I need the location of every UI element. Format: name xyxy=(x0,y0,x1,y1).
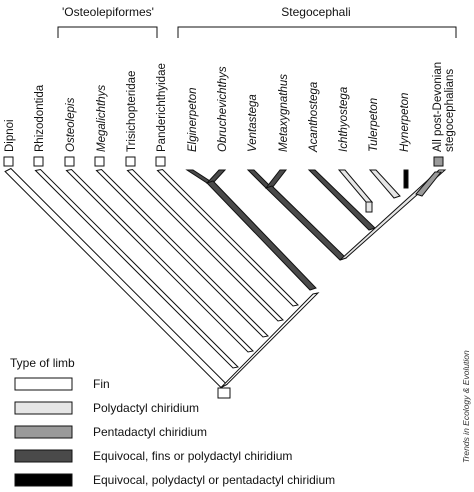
taxon-label-obruchevichthys: Obruchevichthys xyxy=(217,66,229,152)
taxon-label-post-devonian-2: stegocephalians xyxy=(444,69,456,152)
branch-hynerpeton xyxy=(403,169,409,189)
branches-fin xyxy=(4,167,320,399)
legend: Type of limb Fin Polydactyl chiridium Pe… xyxy=(10,356,335,487)
taxon-label-elginerpeton: Elginerpeton xyxy=(187,87,199,152)
branch-obruchevichthys xyxy=(205,169,227,184)
taxon-labels: Dipnoi Rhizodontida Osteolepis Megalicht… xyxy=(4,62,456,153)
legend-label-pentadactyl: Pentadactyl chiridium xyxy=(93,425,207,439)
osteolepiformes-bracket xyxy=(57,26,158,38)
taxon-label-ichthyostega: Ichthyostega xyxy=(338,87,350,152)
legend-swatch-equivocal-fins-poly xyxy=(14,449,73,463)
branches-pentadactyl xyxy=(415,171,443,197)
legend-label-fin: Fin xyxy=(93,377,110,391)
osteolepiformes-label: 'Osteolepiformes' xyxy=(62,5,154,19)
branches-equivocal-poly-penta xyxy=(403,169,409,189)
terminal-box-trisichopteridae xyxy=(125,156,136,167)
branch-panderichthyidae xyxy=(156,168,300,307)
tree xyxy=(4,167,447,399)
taxon-label-tulerpeton: Tulerpeton xyxy=(368,98,380,152)
terminal-box-rhizodontida xyxy=(33,156,44,167)
terminal-box-post-devonian xyxy=(433,156,444,167)
legend-title: Type of limb xyxy=(10,356,75,370)
branch-megalichthys xyxy=(95,168,270,338)
legend-label-equivocal-poly-penta: Equivocal, polydactyl or pentadactyl chi… xyxy=(93,473,335,487)
legend-swatch-equivocal-poly-penta xyxy=(14,473,73,487)
journal-credit: Trends in Ecology & Evolution xyxy=(461,350,471,463)
taxon-label-osteolepis: Osteolepis xyxy=(65,97,77,152)
taxon-label-ventastega: Ventastega xyxy=(247,94,259,152)
terminal-box-megalichthys xyxy=(94,156,105,167)
branches-equivocal-fins-poly xyxy=(185,169,376,291)
branch-osteolepis xyxy=(65,168,255,353)
terminal-boxes xyxy=(3,156,444,167)
stegocephali-label: Stegocephali xyxy=(281,5,350,19)
taxon-label-hynerpeton: Hynerpeton xyxy=(399,93,411,152)
legend-swatch-fin xyxy=(14,377,73,391)
taxon-label-post-devonian-1: All post-Devonian xyxy=(432,62,444,152)
branch-elgin-obru-stem xyxy=(206,180,317,291)
branch-rhizodontida xyxy=(34,168,240,369)
branch-root xyxy=(217,387,231,399)
legend-swatch-polydactyl xyxy=(14,401,73,415)
branch-ichthyostega xyxy=(337,169,374,203)
stegocephali-bracket xyxy=(177,26,457,38)
taxon-label-metaxygnathus: Metaxygnathus xyxy=(278,74,290,152)
branch-stem xyxy=(220,292,320,388)
branch-metaxygnathus xyxy=(264,169,288,189)
branch-post-devonian xyxy=(415,171,443,197)
branch-tulerpeton xyxy=(368,169,401,199)
taxon-label-acanthostega: Acanthostega xyxy=(308,82,320,153)
terminal-box-osteolepis xyxy=(64,156,75,167)
terminal-box-dipnoi xyxy=(3,156,14,167)
branch-trisichopteridae xyxy=(126,168,285,322)
terminal-box-panderichthyidae xyxy=(155,156,166,167)
legend-label-equivocal-fins-poly: Equivocal, fins or polydactyl chiridium xyxy=(93,449,292,463)
legend-label-polydactyl: Polydactyl chiridium xyxy=(93,401,199,415)
taxon-label-megalichthys: Megalichthys xyxy=(96,85,108,152)
taxon-label-trisichopteridae: Trisichopteridae xyxy=(126,71,138,152)
taxon-label-dipnoi: Dipnoi xyxy=(4,119,16,152)
legend-swatch-pentadactyl xyxy=(14,425,73,439)
branch-ichthy-node xyxy=(365,201,373,213)
taxon-label-panderichthyidae: Panderichthyidae xyxy=(156,63,168,152)
taxon-label-rhizodontida: Rhizodontida xyxy=(34,84,46,152)
